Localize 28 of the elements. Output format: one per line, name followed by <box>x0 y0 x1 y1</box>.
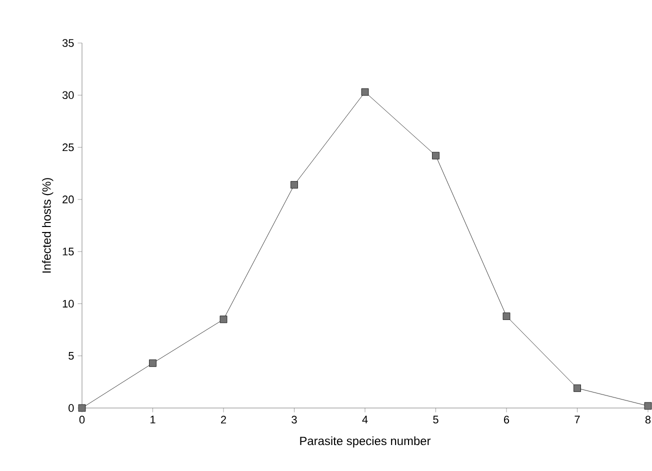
point <box>149 359 156 367</box>
point <box>574 384 581 392</box>
y-tick-label: 5 <box>68 352 74 360</box>
point <box>502 312 510 320</box>
x-tick-label: 7 <box>574 416 580 424</box>
y-tick-label: 20 <box>62 196 74 204</box>
x-tick-label: 5 <box>433 416 438 424</box>
point <box>432 152 440 160</box>
y-tick-label: 35 <box>62 39 74 47</box>
x-axis-title: Parasite species number <box>300 436 431 448</box>
y-tick-label: 30 <box>62 91 74 100</box>
y-tick-label: 25 <box>62 143 74 152</box>
point <box>361 88 369 96</box>
point <box>290 181 298 189</box>
x-tick-label: 2 <box>221 416 226 424</box>
point <box>78 404 86 412</box>
point <box>644 402 652 410</box>
x-tick-label: 4 <box>362 416 368 424</box>
y-tick-label: 15 <box>62 248 74 256</box>
x-tick-label: 0 <box>79 416 85 424</box>
x-tick-label: 8 <box>645 416 651 424</box>
x-tick-label: 1 <box>150 416 156 424</box>
x-tick-label: 6 <box>504 416 510 424</box>
y-axis-title: Infected hosts (%) <box>42 178 54 273</box>
y-tick-label: 0 <box>68 404 74 412</box>
x-tick-label: 3 <box>292 416 297 424</box>
y-tick-label: 10 <box>62 300 74 308</box>
point <box>220 316 228 324</box>
